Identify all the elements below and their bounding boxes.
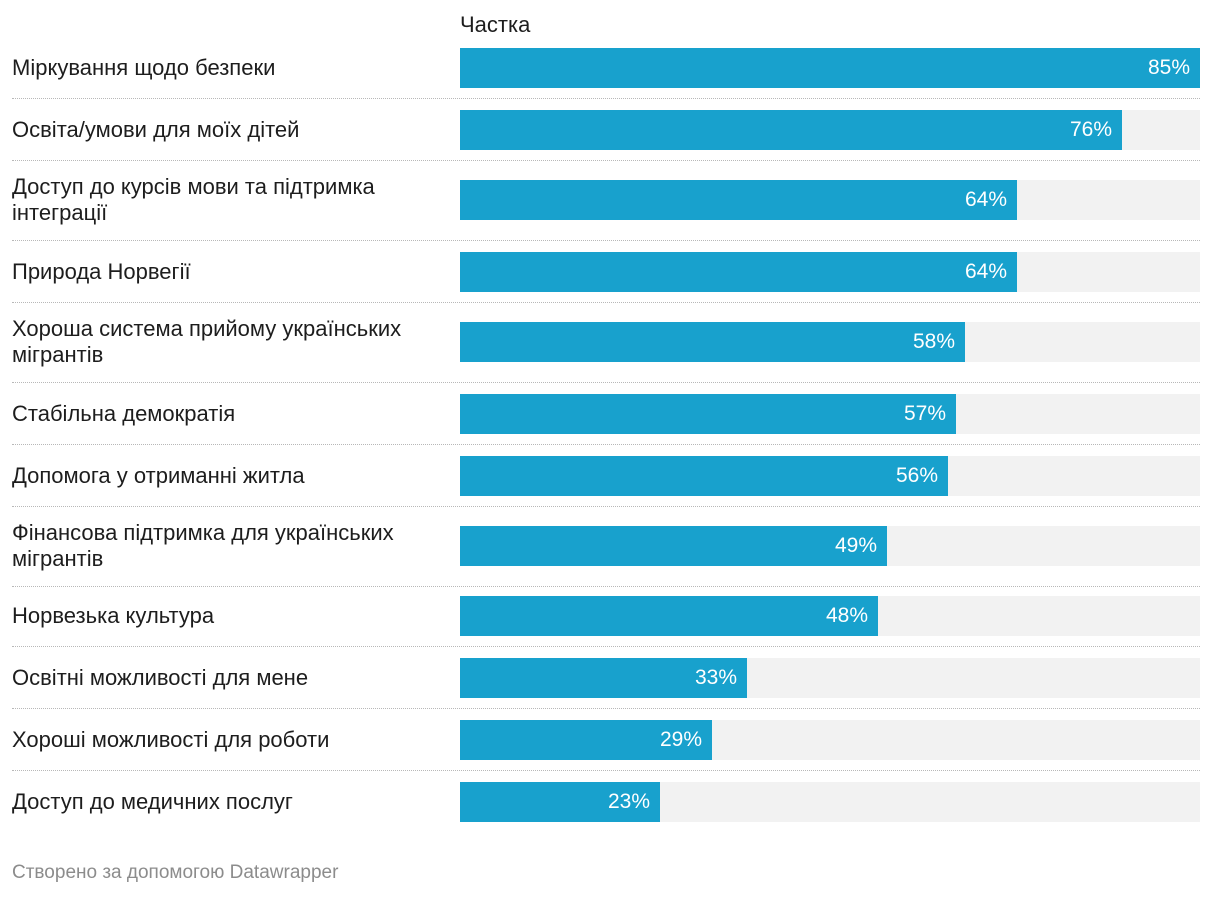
bar-value-label: 23% [607, 790, 650, 813]
category-label: Освіта/умови для моїх дітей [12, 117, 300, 142]
bar [460, 110, 1122, 150]
column-header: Частка [460, 12, 531, 37]
row-divider [12, 98, 1200, 99]
row-divider [12, 160, 1200, 161]
bar [460, 782, 660, 822]
bar-value-label: 85% [1147, 56, 1190, 79]
bar [460, 252, 1017, 292]
bar [460, 456, 948, 496]
row-divider [12, 770, 1200, 771]
bar-value-label: 64% [964, 260, 1007, 283]
bar-track: 48% [460, 596, 1200, 636]
category-label: Норвезька культура [12, 603, 215, 628]
category-label: Природа Норвегії [12, 259, 191, 284]
row-divider [12, 302, 1200, 303]
bar [460, 596, 878, 636]
category-label: Стабільна демократія [12, 401, 236, 426]
bar-value-label: 56% [895, 464, 938, 487]
bar-track: 64% [460, 252, 1200, 292]
row-divider [12, 646, 1200, 647]
bar [460, 526, 887, 566]
category-label: Хороші можливості для роботи [12, 727, 330, 752]
footer-credit: Створено за допомогою Datawrapper [12, 862, 339, 883]
bar [460, 394, 956, 434]
bar-value-label: 64% [964, 188, 1007, 211]
bar [460, 720, 712, 760]
category-label: Допомога у отриманні житла [12, 463, 305, 488]
bar-value-label: 29% [659, 728, 702, 751]
bar-value-label: 33% [694, 666, 737, 689]
bar-track: 58% [460, 322, 1200, 362]
row-divider [12, 382, 1200, 383]
bar-track: 76% [460, 110, 1200, 150]
bar [460, 180, 1017, 220]
bar-track: 49% [460, 526, 1200, 566]
row-divider [12, 444, 1200, 445]
bar-track: 56% [460, 456, 1200, 496]
bar-value-label: 58% [912, 330, 955, 353]
bar [460, 322, 965, 362]
bar-track: 85% [460, 48, 1200, 88]
category-label: Доступ до медичних послуг [12, 789, 293, 814]
bar-value-label: 57% [903, 402, 946, 425]
row-divider [12, 708, 1200, 709]
category-label: Міркування щодо безпеки [12, 55, 276, 80]
row-divider [12, 586, 1200, 587]
bar-track: 23% [460, 782, 1200, 822]
bar-track: 64% [460, 180, 1200, 220]
category-label: Освітні можливості для мене [12, 665, 309, 690]
row-divider [12, 506, 1200, 507]
row-divider [12, 240, 1200, 241]
bar-value-label: 48% [825, 604, 868, 627]
bar [460, 48, 1200, 88]
bar-value-label: 76% [1069, 118, 1112, 141]
bar [460, 658, 747, 698]
category-label: Хороша система прийому українських мігра… [12, 316, 402, 367]
bar-track: 33% [460, 658, 1200, 698]
bar-value-label: 49% [834, 534, 877, 557]
bar-track: 57% [460, 394, 1200, 434]
bar-track: 29% [460, 720, 1200, 760]
category-label: Доступ до курсів мови та підтримка інтег… [12, 174, 375, 225]
category-label: Фінансова підтримка для українських мігр… [12, 520, 394, 571]
